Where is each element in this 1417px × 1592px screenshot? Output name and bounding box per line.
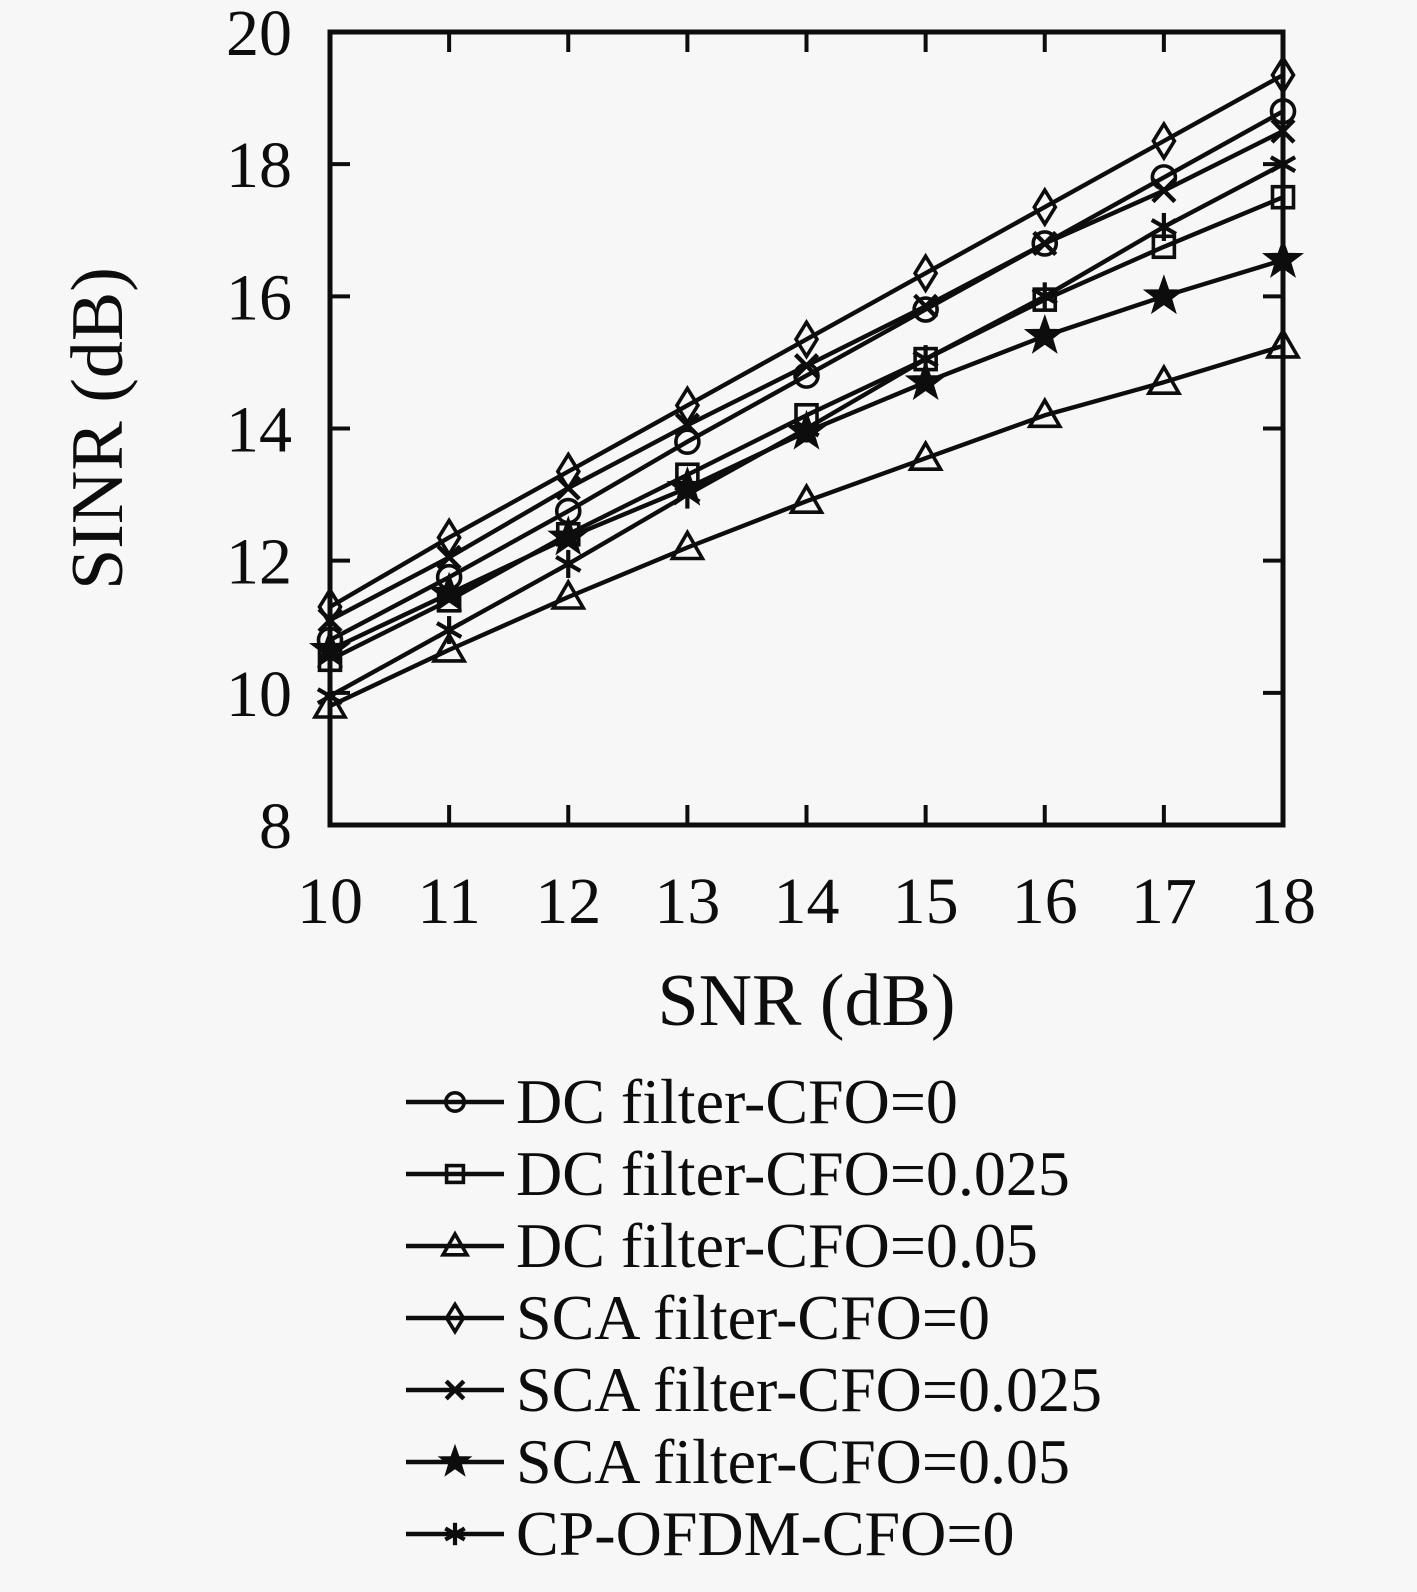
legend-label: SCA filter-CFO=0 <box>516 1282 990 1353</box>
triangle-marker-icon <box>406 1230 504 1257</box>
svg-text:8: 8 <box>259 790 292 863</box>
legend-label: DC filter-CFO=0.05 <box>516 1210 1038 1281</box>
svg-text:18: 18 <box>226 129 292 202</box>
svg-text:16: 16 <box>1012 865 1078 938</box>
svg-text:12: 12 <box>535 865 601 938</box>
svg-text:14: 14 <box>774 865 840 938</box>
svg-text:12: 12 <box>226 526 292 599</box>
square-marker-icon <box>406 1163 504 1185</box>
diamond-marker-icon <box>406 1300 504 1336</box>
x-axis-label: SNR (dB) <box>657 960 955 1042</box>
svg-text:11: 11 <box>417 865 481 938</box>
legend-item-sca-cfo025: SCA filter-CFO=0.025 <box>404 1354 1102 1426</box>
circle-marker-icon <box>406 1090 504 1113</box>
legend-item-sca-cfo0: SCA filter-CFO=0 <box>404 1282 1102 1354</box>
legend-item-dc-cfo0: DC filter-CFO=0 <box>404 1066 1102 1138</box>
asterisk-marker-icon <box>406 1522 504 1546</box>
svg-text:14: 14 <box>226 394 292 467</box>
legend-item-dc-cfo025: DC filter-CFO=0.025 <box>404 1138 1102 1210</box>
legend-label: DC filter-CFO=0 <box>516 1066 958 1137</box>
x-marker-icon <box>406 1379 504 1401</box>
svg-text:16: 16 <box>226 261 292 334</box>
svg-text:13: 13 <box>654 865 720 938</box>
legend-label: SCA filter-CFO=0.05 <box>516 1426 1070 1497</box>
svg-text:15: 15 <box>893 865 959 938</box>
svg-text:20: 20 <box>226 0 292 70</box>
legend-item-cp-ofdm: CP-OFDM-CFO=0 <box>404 1498 1102 1570</box>
star-marker-icon <box>406 1443 504 1477</box>
svg-text:17: 17 <box>1131 865 1197 938</box>
svg-text:10: 10 <box>297 865 363 938</box>
legend-label: CP-OFDM-CFO=0 <box>516 1498 1015 1569</box>
legend-item-sca-cfo05: SCA filter-CFO=0.05 <box>404 1426 1102 1498</box>
legend: DC filter-CFO=0 DC filter-CFO=0.025 DC f… <box>404 1066 1102 1570</box>
legend-label: DC filter-CFO=0.025 <box>516 1138 1070 1209</box>
y-axis-label: SINR (dB) <box>57 267 139 590</box>
legend-label: SCA filter-CFO=0.025 <box>516 1354 1102 1425</box>
svg-text:18: 18 <box>1250 865 1316 938</box>
legend-item-dc-cfo05: DC filter-CFO=0.05 <box>404 1210 1102 1282</box>
svg-text:10: 10 <box>226 658 292 731</box>
